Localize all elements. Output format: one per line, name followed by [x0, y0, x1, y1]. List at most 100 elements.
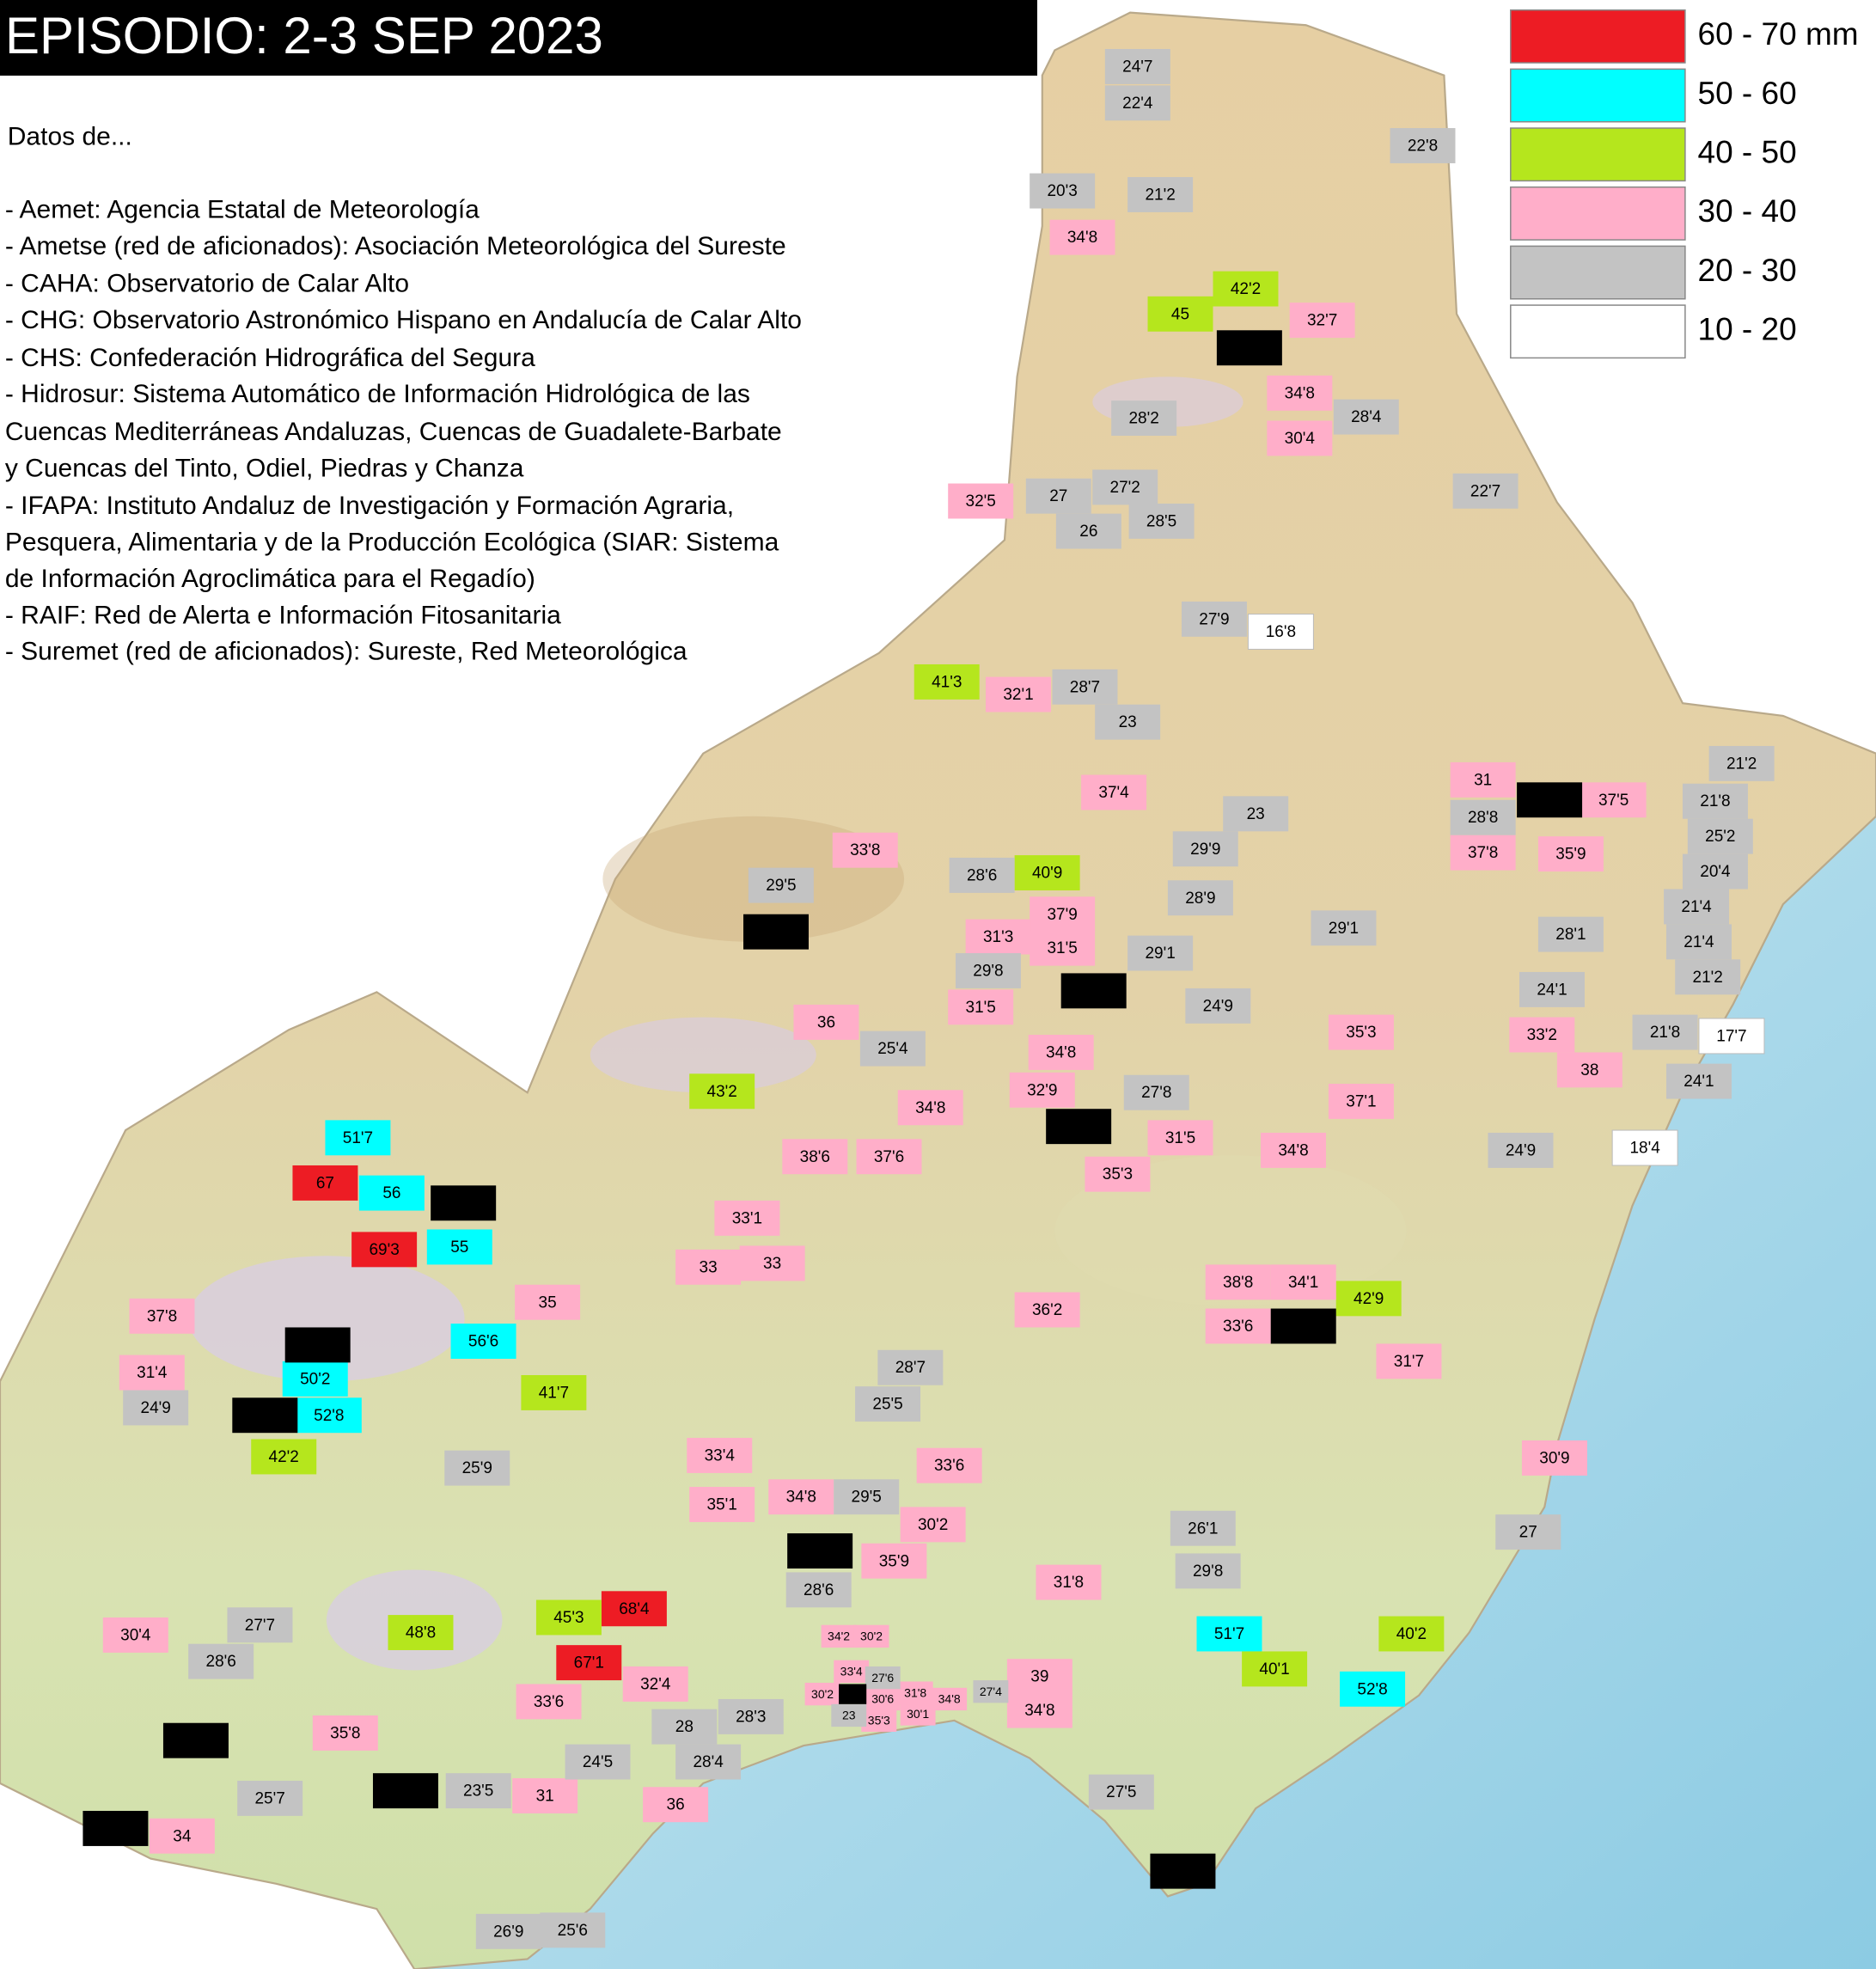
station-value: 32'7 [1307, 312, 1337, 330]
station-value: 45 [1171, 305, 1189, 323]
station-value: 21'2 [1145, 186, 1175, 204]
station-box [450, 1324, 516, 1359]
station-box [1267, 420, 1333, 456]
source-line: - Ametse (red de aficionados): Asociació… [5, 232, 786, 260]
station-box [123, 1390, 189, 1426]
station-box [1665, 1063, 1732, 1099]
station-value: 34'1 [1288, 1274, 1318, 1292]
station-value: 36 [667, 1796, 685, 1814]
station-value: 21'4 [1684, 933, 1714, 951]
station-value: 35'1 [707, 1496, 737, 1514]
station-value: 21'2 [1726, 755, 1757, 773]
station-value: 34'8 [1067, 229, 1097, 247]
sources-intro: Datos de... [8, 123, 132, 151]
station-box [643, 1787, 709, 1823]
redacted-box [162, 1722, 229, 1758]
station-value: 41'7 [539, 1384, 569, 1402]
station-value: 38 [1580, 1061, 1598, 1079]
station-value: 31 [1474, 771, 1492, 789]
station-box [1452, 473, 1519, 509]
station-value: 40'9 [1032, 865, 1062, 883]
station-box [932, 1687, 968, 1711]
redacted-box [431, 1185, 497, 1221]
station-value: 31'8 [1054, 1574, 1084, 1592]
station-box [1095, 704, 1161, 740]
station-box [1172, 831, 1238, 867]
station-box [1328, 1083, 1394, 1119]
station-value: 24'5 [583, 1753, 613, 1771]
source-line: - Suremet (red de aficionados): Sureste,… [5, 638, 687, 666]
station-value: 34'8 [1285, 384, 1315, 402]
station-box [1205, 1308, 1271, 1344]
station-value: 35'9 [879, 1552, 909, 1570]
station-box [1030, 896, 1096, 933]
station-box [1611, 1129, 1678, 1166]
station-value: 33'6 [934, 1457, 964, 1475]
station-value: 35'3 [1103, 1165, 1133, 1183]
station-box [426, 1229, 492, 1265]
station-value: 31'4 [137, 1364, 168, 1382]
station-value: 34 [173, 1827, 192, 1845]
legend-label: 60 - 70 mm [1698, 16, 1859, 52]
station-box [948, 483, 1014, 519]
station-value: 48'8 [406, 1624, 436, 1642]
station-box [1682, 783, 1748, 819]
station-box [1509, 1017, 1575, 1053]
redacted-box [372, 1773, 438, 1809]
station-value: 33'8 [850, 841, 880, 859]
station-box [1025, 478, 1091, 514]
station-box [1147, 1120, 1213, 1156]
station-box [897, 1090, 963, 1126]
station-value: 37'5 [1598, 792, 1629, 810]
station-box [516, 1684, 582, 1720]
station-box [1030, 930, 1096, 966]
station-box [877, 1349, 944, 1385]
station-box [1085, 1156, 1151, 1192]
station-value: 21'8 [1700, 792, 1730, 810]
legend-label: 50 - 60 [1698, 76, 1797, 111]
station-value: 31'5 [1165, 1129, 1195, 1147]
station-value: 67 [316, 1174, 334, 1192]
station-value: 32'5 [966, 492, 996, 511]
station-box [714, 1200, 780, 1236]
station-value: 30'4 [120, 1626, 151, 1644]
station-box [748, 867, 814, 903]
station-value: 50'2 [300, 1370, 330, 1388]
station-value: 28'4 [693, 1753, 724, 1771]
station-value: 23 [842, 1709, 856, 1722]
station-value: 67'1 [574, 1654, 604, 1672]
station-value: 42'9 [1354, 1290, 1384, 1308]
legend-label: 20 - 30 [1698, 253, 1797, 288]
station-box [237, 1780, 303, 1816]
station-value: 21'2 [1693, 969, 1723, 987]
station-value: 30'1 [907, 1707, 929, 1721]
legend-swatch [1510, 68, 1686, 123]
station-value: 34'8 [1024, 1702, 1054, 1720]
station-value: 40'2 [1396, 1625, 1427, 1643]
station-box [900, 1703, 936, 1726]
station-box [1556, 1052, 1622, 1088]
station-value: 26 [1079, 523, 1097, 541]
station-value: 26'1 [1188, 1520, 1218, 1538]
station-box [1708, 745, 1775, 781]
station-value: 25'2 [1705, 828, 1735, 846]
station-box [1335, 1281, 1402, 1317]
station-value: 56 [382, 1184, 400, 1202]
legend-swatch [1510, 9, 1686, 64]
station-box [651, 1709, 718, 1745]
station-value: 35'3 [868, 1714, 890, 1727]
station-box [1580, 782, 1647, 818]
station-value: 42'2 [1231, 280, 1261, 298]
station-value: 41'3 [932, 673, 962, 691]
station-value: 25'6 [558, 1922, 588, 1940]
source-line: - CAHA: Observatorio de Calar Alto [5, 270, 409, 298]
station-box [149, 1818, 215, 1854]
station-box [1682, 853, 1748, 890]
station-box [1289, 303, 1355, 339]
station-box [1052, 669, 1118, 705]
station-box [1242, 1651, 1308, 1687]
station-value: 27 [1049, 487, 1067, 505]
station-box [1488, 1132, 1554, 1168]
station-value: 37'4 [1098, 784, 1129, 802]
station-value: 27 [1519, 1524, 1537, 1542]
